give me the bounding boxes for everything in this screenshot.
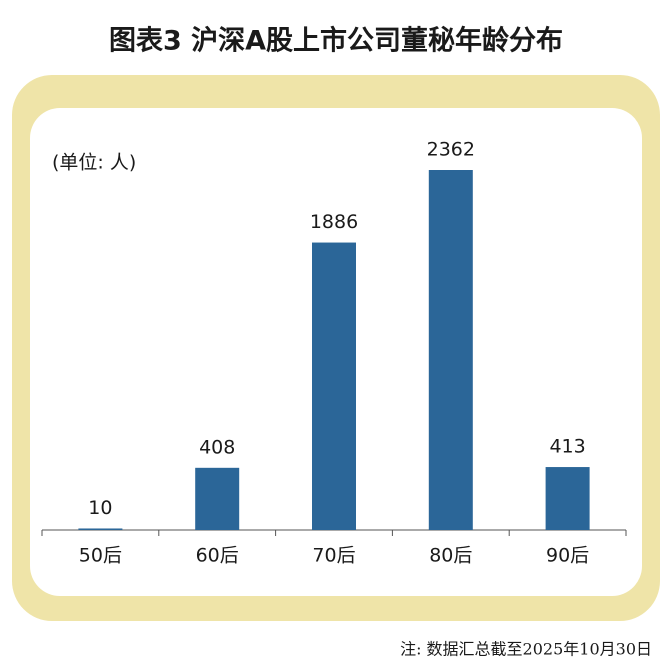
x-tick-label: 60后 [196,545,239,567]
bar [545,467,590,530]
value-label: 413 [549,436,585,458]
value-label: 2362 [427,139,475,161]
value-label: 10 [88,497,112,519]
bar [195,467,240,530]
unit-label: (单位: 人) [52,152,136,174]
note: 注: 数据汇总截至2025年10月30日 [400,640,652,659]
value-label: 1886 [310,211,358,233]
chart-title: 图表3 沪深A股上市公司董秘年龄分布 [109,25,563,57]
x-tick-label: 90后 [546,545,589,567]
bar [428,170,473,530]
bar [78,528,123,530]
value-label: 408 [199,436,235,458]
x-tick-label: 80后 [429,545,472,567]
x-tick-label: 50后 [79,545,122,567]
bar [312,242,356,530]
x-tick-label: 70后 [312,545,355,567]
